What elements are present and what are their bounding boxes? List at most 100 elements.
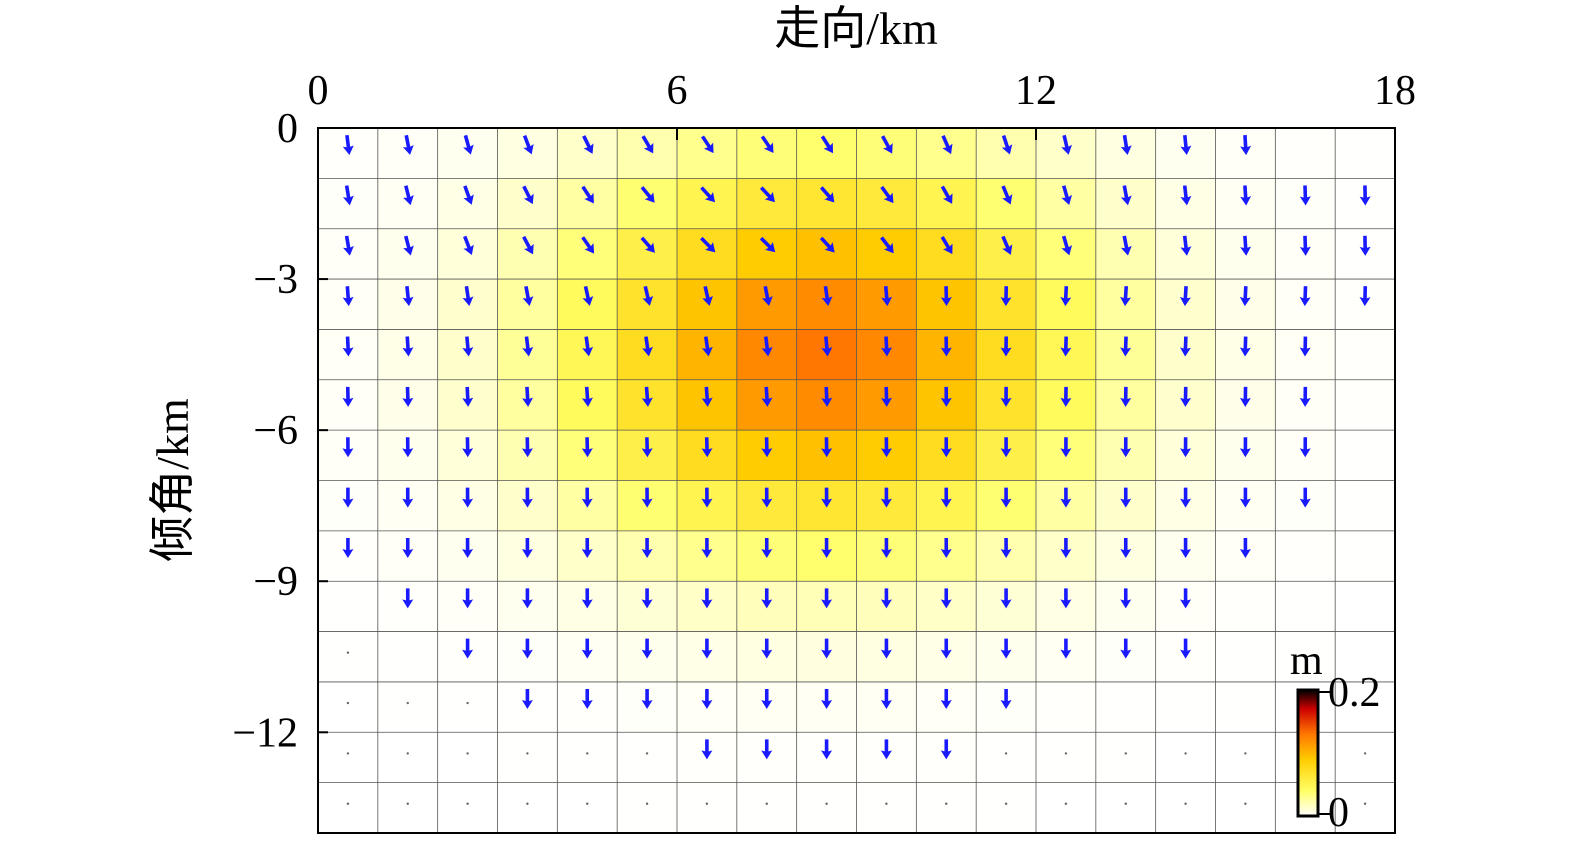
heatmap-cell <box>976 178 1037 230</box>
slip-arrow <box>1060 487 1072 508</box>
slip-arrow <box>1000 689 1012 710</box>
heatmap-cell <box>1215 782 1276 834</box>
slip-arrow <box>342 487 354 508</box>
slip-dot <box>526 752 529 755</box>
slip-arrow <box>1239 336 1251 357</box>
slip-arrow <box>462 286 474 307</box>
slip-arrow <box>819 236 835 253</box>
slip-dot <box>346 802 350 805</box>
slip-arrow <box>462 638 474 659</box>
slip-arrow <box>640 186 655 203</box>
heatmap-cell <box>497 178 558 230</box>
heatmap-cell <box>377 631 439 683</box>
heatmap-cell <box>856 228 917 280</box>
slip-arrow <box>402 386 414 407</box>
slip-arrow <box>701 689 713 710</box>
slip-arrow <box>761 285 773 306</box>
slip-arrow <box>761 487 773 508</box>
slip-arrow <box>342 336 354 357</box>
slip-arrow <box>821 386 833 407</box>
slip-arrow <box>403 185 414 206</box>
slip-arrow <box>1120 185 1132 206</box>
slip-arrow <box>940 286 952 307</box>
heatmap-cell <box>916 178 977 230</box>
slip-arrow <box>880 437 892 458</box>
slip-arrow <box>1120 437 1132 458</box>
heatmap-cell <box>617 782 678 834</box>
slip-dot <box>586 752 589 755</box>
slip-arrow <box>1000 487 1012 508</box>
slip-arrow <box>1001 235 1013 255</box>
slip-arrow <box>700 236 716 253</box>
slip-arrow <box>880 487 892 508</box>
heatmap-cell <box>497 228 558 280</box>
slip-arrow <box>522 336 534 357</box>
slip-arrow <box>641 588 653 609</box>
heatmap-cell <box>437 782 498 834</box>
heatmap-cell <box>1215 732 1276 784</box>
slip-arrow <box>880 739 892 760</box>
slip-arrow <box>761 437 773 458</box>
slip-arrow <box>581 437 593 458</box>
slip-arrow <box>1180 537 1192 558</box>
slip-arrows <box>342 134 1371 805</box>
slip-arrow <box>641 487 653 508</box>
slip-arrow <box>581 537 593 558</box>
heatmap-cell <box>736 228 798 280</box>
heatmap-cell <box>1335 530 1396 582</box>
slip-arrow <box>522 386 534 407</box>
slip-arrow <box>701 638 713 659</box>
slip-arrow <box>760 135 774 154</box>
slip-arrow <box>462 386 474 407</box>
slip-arrow <box>880 689 892 710</box>
heatmap-cell <box>856 178 917 230</box>
heatmap-cell <box>1335 329 1396 381</box>
colorbar: m 0.2 0 <box>1290 638 1381 836</box>
x-tick-label: 6 <box>667 68 688 114</box>
slip-arrow <box>342 134 354 156</box>
slip-arrow <box>1179 286 1191 307</box>
heatmap-cell <box>1036 228 1097 280</box>
slip-arrow <box>1359 185 1371 206</box>
slip-arrow <box>342 437 354 458</box>
slip-arrow <box>342 235 354 256</box>
slip-arrow <box>342 386 354 407</box>
heatmap-cell <box>1215 581 1276 633</box>
heatmap-cell <box>617 228 678 280</box>
slip-arrow <box>940 487 952 508</box>
slip-dot <box>645 802 649 805</box>
heatmap-cell <box>557 178 618 230</box>
heatmap-cell <box>557 782 618 834</box>
slip-arrow <box>1000 588 1012 609</box>
plot-frame <box>317 127 1396 834</box>
heatmap-cell <box>437 732 498 784</box>
slip-arrow <box>1000 286 1012 307</box>
heatmap-cell <box>318 782 379 834</box>
heatmap-cell <box>796 128 857 179</box>
slip-arrow <box>1299 386 1311 407</box>
grid-lines <box>318 128 1395 833</box>
slip-arrow <box>821 739 833 760</box>
slip-arrow <box>1120 537 1132 558</box>
slip-dot <box>1244 752 1247 755</box>
slip-arrow <box>1180 487 1192 508</box>
heatmap-cell <box>617 732 678 784</box>
slip-arrow <box>463 235 474 256</box>
slip-arrow <box>1240 235 1252 256</box>
slip-arrow <box>462 437 474 458</box>
slip-arrow <box>940 537 952 558</box>
slip-dot <box>945 802 948 805</box>
y-axis-title: 倾角/km <box>147 398 198 562</box>
heatmap-cell <box>856 782 917 834</box>
slip-arrow <box>641 638 653 659</box>
slip-arrow <box>880 588 892 609</box>
heatmap-cell <box>1215 681 1276 733</box>
slip-arrow <box>522 235 534 255</box>
slip-dot <box>466 752 469 755</box>
slip-dot <box>1064 752 1068 755</box>
heatmap-cell <box>736 128 798 179</box>
slip-arrow <box>402 437 414 458</box>
slip-arrow <box>1239 286 1251 307</box>
slip-arrow <box>1120 286 1132 307</box>
slip-arrow <box>940 386 952 407</box>
